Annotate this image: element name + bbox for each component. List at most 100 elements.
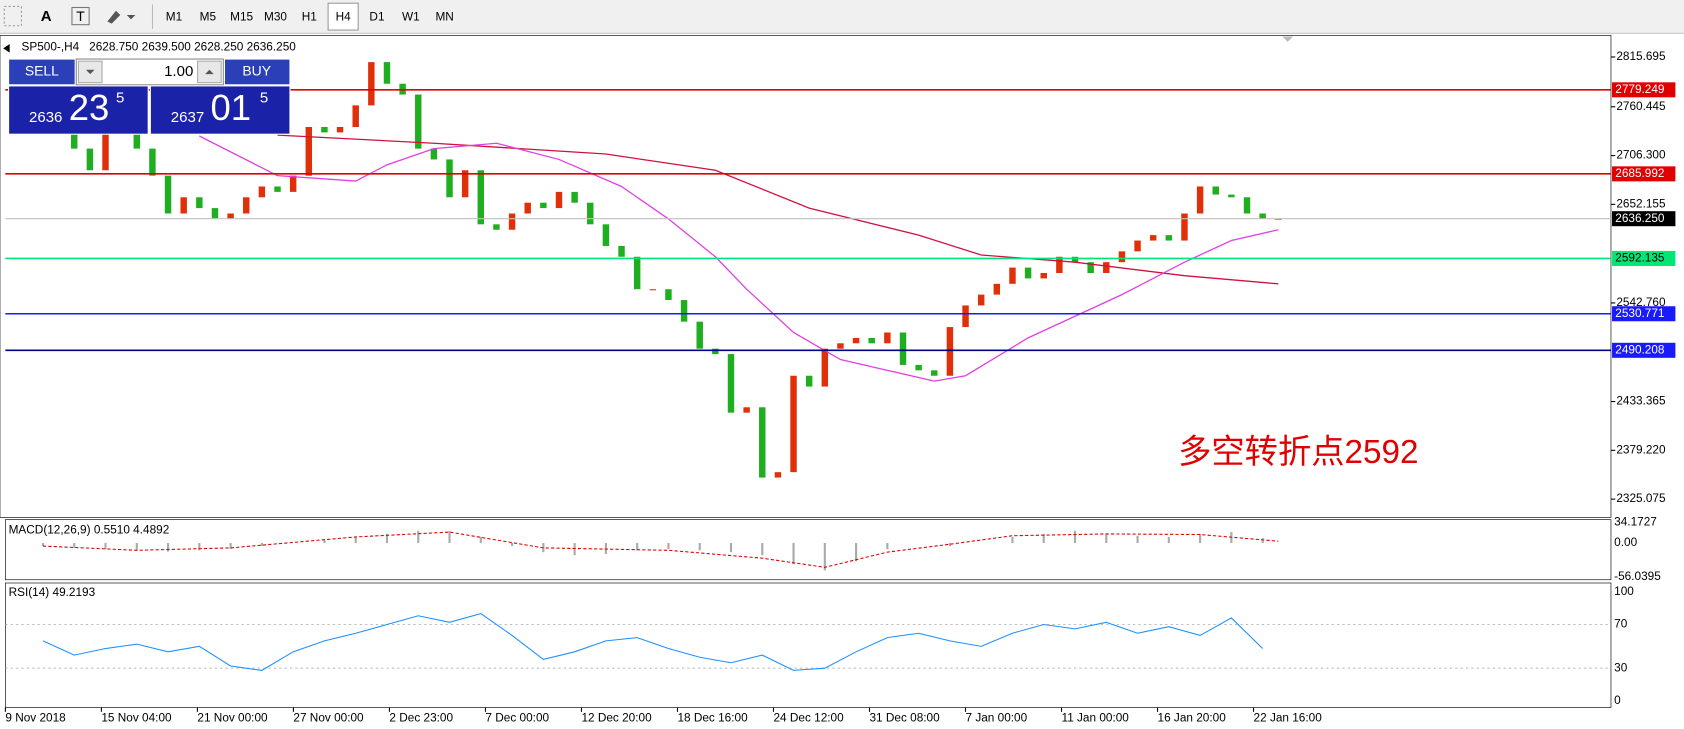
rsi-line	[42, 612, 1264, 671]
candle	[180, 197, 187, 214]
buy-price-main: 01	[210, 87, 251, 128]
time-label: 2 Dec 23:00	[389, 710, 453, 724]
timeframe[interactable]: M30	[264, 9, 287, 23]
timeframe[interactable]: M1	[166, 9, 182, 23]
level-label-box	[1612, 342, 1676, 358]
level-label-box	[1612, 166, 1676, 182]
time-label: 21 Nov 00:00	[197, 710, 268, 724]
rsi-label: RSI(14) 49.2193	[9, 585, 96, 599]
candle	[524, 202, 531, 214]
candle	[164, 175, 172, 214]
timeframe[interactable]: H1	[302, 9, 317, 23]
tool-text[interactable]: A	[41, 8, 52, 25]
price-tick-label: 2325.075	[1616, 491, 1666, 505]
price-tick-label: 2706.300	[1616, 148, 1666, 162]
candle	[977, 294, 985, 306]
tool-label-box[interactable]	[71, 6, 90, 26]
candle	[555, 191, 563, 209]
timeframe[interactable]: H4	[336, 9, 352, 23]
candle	[1071, 256, 1079, 263]
candle	[1228, 194, 1235, 198]
sell-text[interactable]: SELL	[25, 63, 59, 79]
candle	[461, 170, 469, 198]
candle	[712, 348, 719, 355]
candle	[274, 186, 281, 192]
tool-shapes[interactable]	[107, 10, 136, 24]
rsi-tick-label: 0	[1614, 693, 1621, 707]
buy-price-box[interactable]	[149, 85, 291, 135]
sell-price-big: 2636	[29, 109, 62, 126]
level-label-box	[1612, 82, 1676, 98]
candle	[430, 148, 438, 160]
candle	[415, 94, 422, 149]
timeframe[interactable]: M15	[230, 9, 253, 23]
candle	[993, 283, 1001, 295]
timeframe[interactable]: W1	[402, 9, 420, 23]
sell-price-small: 5	[116, 90, 124, 107]
timeframe[interactable]: M5	[200, 9, 217, 23]
candle	[1103, 262, 1110, 273]
candle	[1149, 235, 1157, 241]
candle	[1243, 197, 1251, 214]
candle	[931, 370, 938, 376]
tool-label[interactable]: T	[76, 8, 85, 24]
grip-icon[interactable]	[3, 5, 23, 27]
candle	[884, 332, 891, 344]
level-label: 2685.992	[1615, 166, 1664, 180]
price-tick-label: 2652.155	[1616, 196, 1666, 210]
candle	[805, 375, 813, 387]
time-label: 12 Dec 20:00	[581, 710, 652, 724]
candle	[1118, 251, 1126, 263]
candle	[587, 202, 594, 225]
current-price-box	[1612, 211, 1676, 227]
lot-down-arrow	[85, 69, 95, 75]
candle	[1056, 256, 1063, 273]
candle	[196, 197, 203, 209]
buy-text[interactable]: BUY	[242, 63, 271, 79]
candle	[243, 197, 250, 214]
lot-value[interactable]: 1.00	[164, 63, 193, 80]
candle	[571, 191, 578, 203]
timeframe[interactable]: D1	[369, 9, 384, 23]
candle	[1040, 272, 1047, 279]
candle	[962, 305, 969, 328]
rsi-pane	[5, 582, 1612, 708]
shift-marker	[1282, 36, 1294, 42]
candle	[321, 126, 328, 133]
time-label: 16 Jan 20:00	[1158, 710, 1227, 724]
sell-button[interactable]	[8, 58, 76, 86]
level-label: 2779.249	[1615, 82, 1664, 96]
buy-price-big: 2637	[171, 109, 204, 126]
timeframe[interactable]: MN	[435, 9, 453, 23]
price-tick-label: 2760.445	[1616, 99, 1666, 113]
candle	[211, 208, 219, 219]
time-label: 22 Jan 16:00	[1254, 710, 1323, 724]
candle	[368, 62, 375, 106]
candle	[446, 159, 453, 198]
candle	[1087, 262, 1094, 273]
macd-tick-label: -56.0395	[1614, 569, 1661, 583]
buy-price-small: 5	[260, 90, 268, 107]
symbol-arrow	[3, 44, 10, 53]
time-label: 27 Nov 00:00	[293, 710, 364, 724]
level-label-box	[1612, 250, 1676, 266]
candle	[102, 132, 109, 171]
candle	[493, 224, 500, 230]
level-label: 2592.135	[1615, 251, 1665, 265]
macd-signal	[42, 531, 1279, 568]
level-label: 2490.208	[1615, 342, 1665, 356]
time-label: 7 Dec 00:00	[485, 710, 549, 724]
candle	[602, 224, 610, 246]
candle	[868, 337, 875, 344]
sell-price-box[interactable]	[8, 85, 149, 135]
ma-slow	[277, 134, 1279, 285]
time-label: 11 Jan 00:00	[1062, 710, 1130, 724]
candle	[508, 213, 516, 230]
buy-button[interactable]	[223, 58, 291, 86]
plot: 2815.695 2760.445 2706.300 2652.155 2542.760…	[4, 49, 1676, 724]
candle	[1259, 213, 1266, 219]
rsi-tick-label: 100	[1614, 584, 1634, 598]
macd-tick-label: 0.00	[1614, 535, 1637, 549]
toolbar	[0, 0, 1684, 34]
